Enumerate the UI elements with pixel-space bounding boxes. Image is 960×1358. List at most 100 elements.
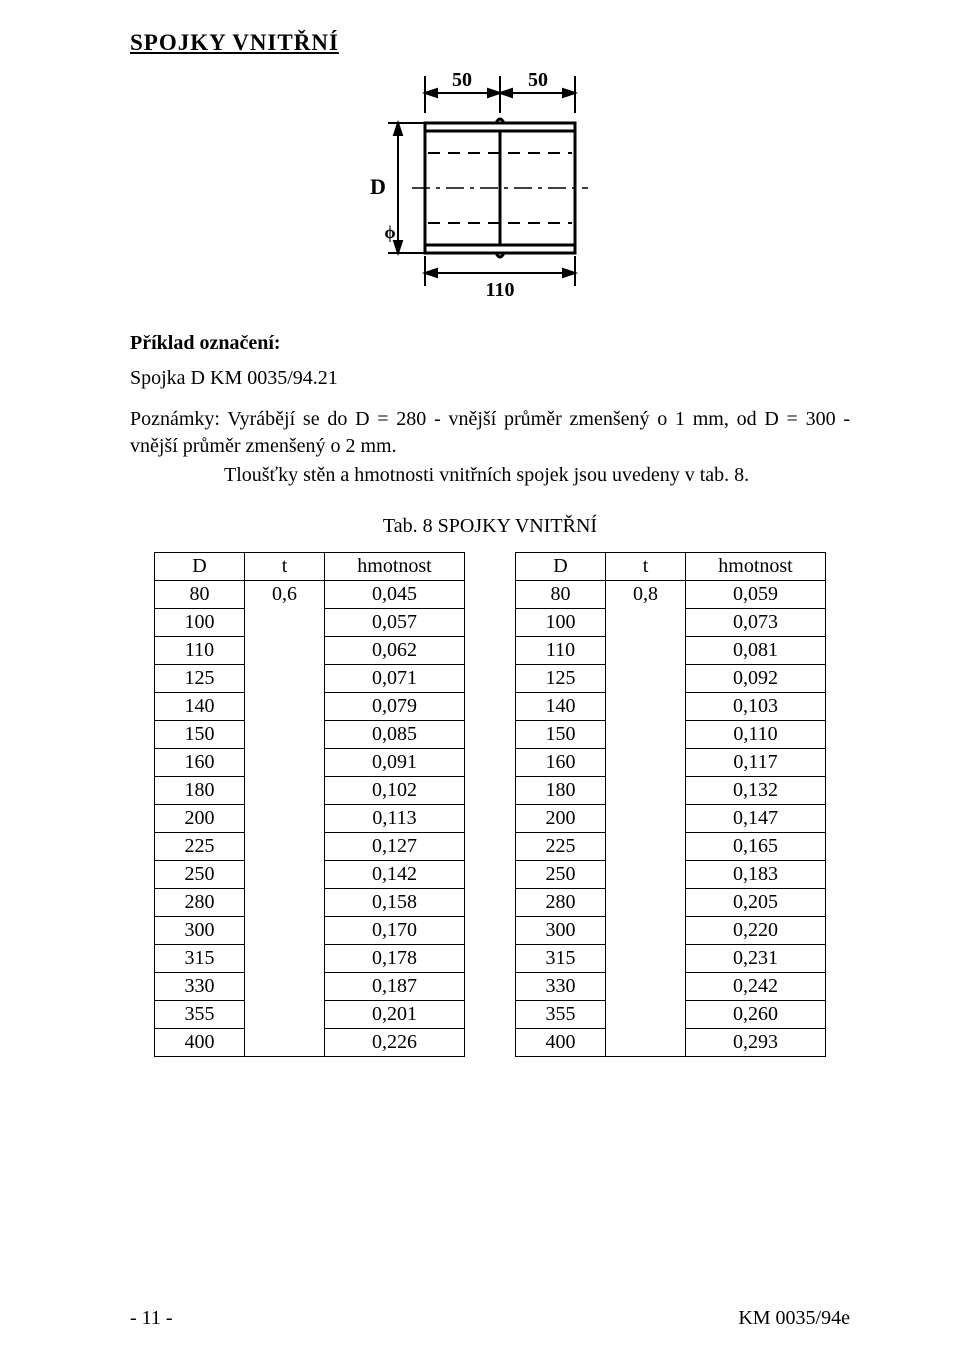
cell-d: 355 [155,1001,245,1029]
dim-top-left: 50 [452,69,472,91]
cell-d: 400 [516,1029,606,1057]
cell-d: 140 [516,693,606,721]
phi-label: ϕ [384,222,395,242]
cell-h: 0,062 [325,637,465,665]
figure: 50 50 [130,68,850,318]
col-header-h: hmotnost [325,553,465,581]
cell-h: 0,127 [325,833,465,861]
cell-h: 0,170 [325,917,465,945]
cell-h: 0,085 [325,721,465,749]
cell-d: 315 [516,945,606,973]
doc-code: KM 0035/94e [738,1307,850,1330]
cell-d: 110 [516,637,606,665]
dim-bottom: 110 [486,279,515,301]
footer: - 11 - KM 0035/94e [130,1307,850,1330]
cell-h: 0,081 [686,637,826,665]
coupling-diagram: 50 50 [350,68,630,313]
table-row: 800,60,045 [155,581,465,609]
col-header-h: hmotnost [686,553,826,581]
cell-d: 100 [155,609,245,637]
table-caption: Tab. 8 SPOJKY VNITŘNÍ [130,515,850,538]
cell-d: 160 [155,749,245,777]
cell-d: 280 [516,889,606,917]
cell-h: 0,092 [686,665,826,693]
cell-d: 330 [516,973,606,1001]
notes-line-1: Vyrábějí se do D = 280 - vnější průměr z… [130,408,850,457]
cell-h: 0,178 [325,945,465,973]
cell-h: 0,165 [686,833,826,861]
cell-d: 355 [516,1001,606,1029]
notes-label: Poznámky: [130,408,220,430]
cell-t: 0,8 [606,581,686,1057]
page-number: - 11 - [130,1307,173,1330]
table-row: D t hmotnost [155,553,465,581]
cell-h: 0,073 [686,609,826,637]
table-row: 800,80,059 [516,581,826,609]
cell-d: 150 [155,721,245,749]
cell-h: 0,113 [325,805,465,833]
cell-d: 180 [516,777,606,805]
col-header-t: t [245,553,325,581]
cell-h: 0,205 [686,889,826,917]
cell-d: 225 [155,833,245,861]
cell-h: 0,201 [325,1001,465,1029]
cell-h: 0,183 [686,861,826,889]
cell-d: 250 [516,861,606,889]
cell-h: 0,242 [686,973,826,1001]
cell-h: 0,057 [325,609,465,637]
cell-d: 140 [155,693,245,721]
cell-h: 0,117 [686,749,826,777]
cell-d: 125 [155,665,245,693]
cell-h: 0,158 [325,889,465,917]
notes-block: Poznámky: Vyrábějí se do D = 280 - vnějš… [130,406,850,489]
cell-d: 100 [516,609,606,637]
cell-h: 0,102 [325,777,465,805]
table-left: D t hmotnost 800,60,0451000,0571100,0621… [154,552,465,1057]
table-row: D t hmotnost [516,553,826,581]
page-title: SPOJKY VNITŘNÍ [130,30,850,56]
cell-h: 0,231 [686,945,826,973]
cell-d: 180 [155,777,245,805]
table-right: D t hmotnost 800,80,0591000,0731100,0811… [515,552,826,1057]
cell-h: 0,059 [686,581,826,609]
cell-t: 0,6 [245,581,325,1057]
notes-line-2: Tloušťky stěn a hmotnosti vnitřních spoj… [130,462,850,489]
cell-d: 200 [155,805,245,833]
cell-h: 0,132 [686,777,826,805]
cell-h: 0,187 [325,973,465,1001]
cell-d: 160 [516,749,606,777]
cell-h: 0,103 [686,693,826,721]
cell-h: 0,091 [325,749,465,777]
cell-d: 315 [155,945,245,973]
dim-top-right: 50 [528,69,548,91]
cell-d: 300 [516,917,606,945]
tables-row: D t hmotnost 800,60,0451000,0571100,0621… [130,552,850,1057]
cell-h: 0,293 [686,1029,826,1057]
cell-h: 0,226 [325,1029,465,1057]
cell-h: 0,147 [686,805,826,833]
page: SPOJKY VNITŘNÍ 50 50 [0,0,960,1358]
example-body: Spojka D KM 0035/94.21 [130,367,850,390]
cell-d: 330 [155,973,245,1001]
cell-d: 110 [155,637,245,665]
cell-h: 0,220 [686,917,826,945]
cell-d: 225 [516,833,606,861]
cell-h: 0,045 [325,581,465,609]
cell-d: 80 [155,581,245,609]
cell-d: 125 [516,665,606,693]
col-header-t: t [606,553,686,581]
cell-d: 400 [155,1029,245,1057]
cell-h: 0,142 [325,861,465,889]
cell-d: 250 [155,861,245,889]
cell-d: 200 [516,805,606,833]
col-header-d: D [516,553,606,581]
cell-d: 80 [516,581,606,609]
diameter-label: D [370,174,386,199]
cell-h: 0,071 [325,665,465,693]
cell-d: 280 [155,889,245,917]
cell-h: 0,079 [325,693,465,721]
example-heading: Příklad označení: [130,332,850,355]
cell-d: 300 [155,917,245,945]
cell-h: 0,260 [686,1001,826,1029]
col-header-d: D [155,553,245,581]
